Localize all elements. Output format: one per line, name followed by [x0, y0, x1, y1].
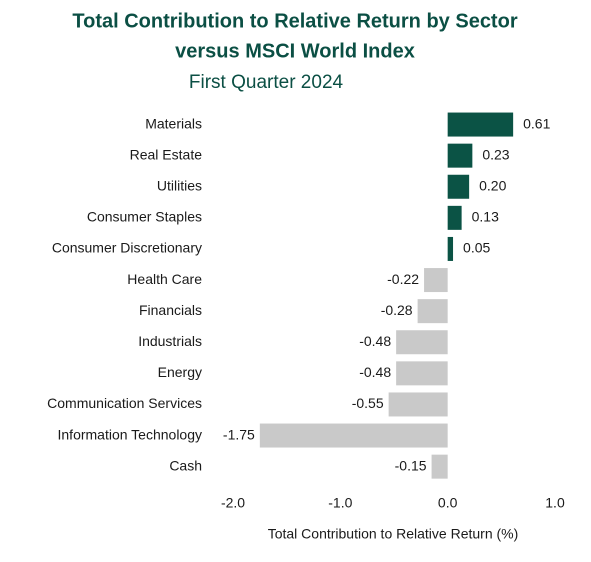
- value-label: -0.28: [381, 302, 413, 318]
- bar: [417, 299, 448, 324]
- value-label: -0.48: [359, 333, 391, 349]
- value-label: -0.22: [387, 271, 419, 287]
- value-label: -1.75: [223, 426, 255, 442]
- category-label: Real Estate: [130, 146, 203, 162]
- bar: [396, 330, 448, 355]
- category-label: Financials: [139, 302, 202, 318]
- bar: [259, 423, 448, 448]
- bar: [431, 454, 448, 479]
- bar: [388, 392, 448, 417]
- x-axis-label: Total Contribution to Relative Return (%…: [268, 526, 519, 542]
- value-label: 0.61: [523, 115, 550, 131]
- x-tick-label: 1.0: [545, 495, 565, 511]
- bar: [447, 112, 514, 137]
- category-label: Cash: [169, 457, 202, 473]
- category-label: Energy: [158, 364, 202, 380]
- x-tick-label: 0.0: [438, 495, 458, 511]
- bar: [447, 174, 470, 199]
- x-tick-label: -2.0: [221, 495, 245, 511]
- category-label: Industrials: [138, 333, 202, 349]
- category-label: Materials: [145, 115, 202, 131]
- category-label: Health Care: [127, 271, 202, 287]
- value-label: 0.05: [463, 240, 490, 256]
- bar: [447, 205, 462, 230]
- value-label: -0.48: [359, 364, 391, 380]
- bar: [447, 236, 454, 261]
- category-label: Consumer Staples: [87, 209, 202, 225]
- chart-subtitle: First Quarter 2024: [189, 72, 344, 93]
- bar: [424, 268, 448, 293]
- value-label: 0.23: [482, 146, 509, 162]
- bar: [396, 361, 448, 386]
- value-label: -0.15: [395, 457, 427, 473]
- value-label: 0.13: [472, 209, 499, 225]
- x-tick-label: -1.0: [328, 495, 352, 511]
- category-label: Utilities: [157, 177, 202, 193]
- chart-title: Total Contribution to Relative Return by…: [72, 10, 517, 32]
- value-label: 0.20: [479, 177, 506, 193]
- chart-title: versus MSCI World Index: [175, 40, 415, 62]
- category-label: Communication Services: [47, 395, 202, 411]
- bar: [447, 143, 473, 168]
- category-label: Information Technology: [58, 426, 203, 442]
- category-label: Consumer Discretionary: [52, 240, 202, 256]
- value-label: -0.55: [352, 395, 384, 411]
